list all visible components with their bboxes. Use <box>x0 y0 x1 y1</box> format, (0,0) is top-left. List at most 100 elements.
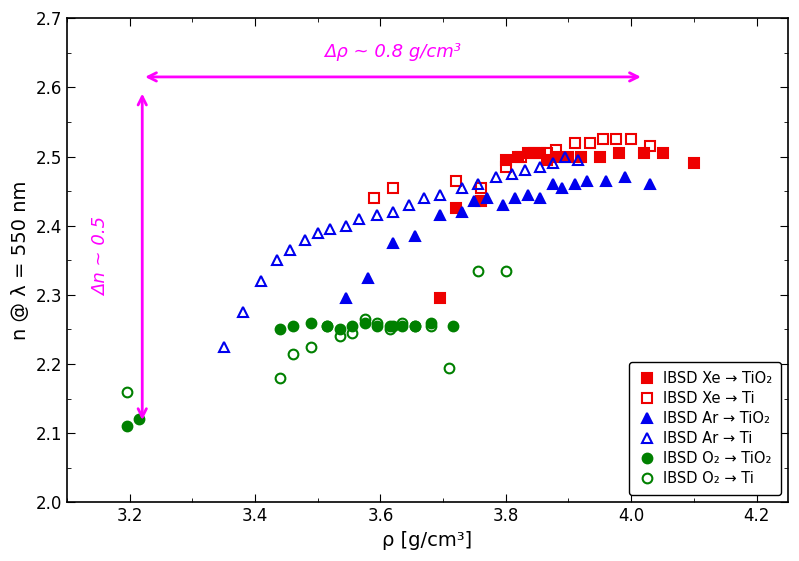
IBSD Xe → TiO₂ <box>689 160 698 167</box>
IBSD O₂ → Ti <box>307 343 316 350</box>
IBSD Xe → TiO₂ <box>451 205 460 211</box>
IBSD Xe → Ti <box>610 136 620 142</box>
IBSD Ar → Ti <box>325 226 335 232</box>
IBSD Xe → TiO₂ <box>435 295 445 302</box>
IBSD O₂ → Ti <box>385 326 395 333</box>
IBSD O₂ → Ti <box>360 316 370 323</box>
IBSD Xe → TiO₂ <box>614 150 623 157</box>
IBSD O₂ → Ti <box>288 350 297 357</box>
IBSD O₂ → TiO₂ <box>276 326 285 333</box>
IBSD O₂ → Ti <box>276 375 285 381</box>
IBSD O₂ → TiO₂ <box>288 323 297 329</box>
IBSD O₂ → Ti <box>473 267 483 274</box>
Text: Δn ~ 0.5: Δn ~ 0.5 <box>93 217 110 296</box>
IBSD Ar → TiO₂ <box>483 195 492 201</box>
Text: Δρ ~ 0.8 g/cm³: Δρ ~ 0.8 g/cm³ <box>324 43 462 61</box>
IBSD O₂ → Ti <box>348 329 357 336</box>
IBSD O₂ → Ti <box>121 388 131 395</box>
IBSD O₂ → TiO₂ <box>360 319 370 326</box>
IBSD Xe → TiO₂ <box>551 153 561 160</box>
IBSD Xe → Ti <box>542 150 551 157</box>
IBSD O₂ → TiO₂ <box>385 323 395 329</box>
IBSD Xe → Ti <box>570 139 579 146</box>
IBSD O₂ → Ti <box>398 319 407 326</box>
IBSD Ar → Ti <box>388 209 398 215</box>
IBSD Xe → TiO₂ <box>523 150 533 157</box>
IBSD Xe → Ti <box>645 142 654 149</box>
IBSD O₂ → Ti <box>322 323 332 329</box>
IBSD Xe → TiO₂ <box>564 153 574 160</box>
IBSD Ar → Ti <box>507 171 517 177</box>
IBSD O₂ → TiO₂ <box>348 323 357 329</box>
IBSD Ar → TiO₂ <box>511 195 520 201</box>
Line: IBSD O₂ → Ti: IBSD O₂ → Ti <box>121 266 511 397</box>
IBSD Ar → Ti <box>491 174 501 181</box>
IBSD O₂ → Ti <box>410 323 419 329</box>
IBSD O₂ → TiO₂ <box>335 326 344 333</box>
IBSD Ar → Ti <box>372 212 382 219</box>
IBSD Xe → TiO₂ <box>595 153 605 160</box>
IBSD Xe → Ti <box>388 184 398 191</box>
IBSD Ar → TiO₂ <box>535 195 545 201</box>
X-axis label: ρ [g/cm³]: ρ [g/cm³] <box>383 531 472 550</box>
IBSD Xe → TiO₂ <box>535 150 545 157</box>
IBSD Ar → TiO₂ <box>558 184 567 191</box>
IBSD Ar → Ti <box>284 246 294 253</box>
IBSD Ar → Ti <box>419 195 429 201</box>
IBSD Xe → Ti <box>451 177 460 184</box>
Line: IBSD O₂ → TiO₂: IBSD O₂ → TiO₂ <box>121 318 457 431</box>
IBSD Ar → TiO₂ <box>602 177 611 184</box>
Line: IBSD Ar → Ti: IBSD Ar → Ti <box>219 151 582 352</box>
IBSD Ar → Ti <box>548 160 558 167</box>
IBSD Xe → Ti <box>529 150 539 157</box>
IBSD Ar → Ti <box>435 191 445 198</box>
IBSD Ar → TiO₂ <box>620 174 630 181</box>
IBSD Ar → TiO₂ <box>470 198 479 205</box>
IBSD O₂ → TiO₂ <box>447 323 457 329</box>
IBSD Ar → Ti <box>341 222 351 229</box>
IBSD Ar → TiO₂ <box>582 177 592 184</box>
IBSD Ar → TiO₂ <box>341 295 351 302</box>
IBSD Ar → TiO₂ <box>498 201 507 208</box>
IBSD Xe → TiO₂ <box>476 198 486 205</box>
IBSD Ar → Ti <box>238 309 248 315</box>
IBSD Xe → TiO₂ <box>576 153 586 160</box>
IBSD Ar → Ti <box>272 257 282 264</box>
Line: IBSD Xe → TiO₂: IBSD Xe → TiO₂ <box>435 148 698 303</box>
IBSD Ar → Ti <box>354 215 364 222</box>
IBSD Ar → Ti <box>313 229 323 236</box>
IBSD Ar → Ti <box>300 236 310 243</box>
IBSD O₂ → TiO₂ <box>134 416 144 423</box>
IBSD Ar → TiO₂ <box>435 212 445 219</box>
IBSD Xe → TiO₂ <box>658 150 667 157</box>
IBSD Ar → TiO₂ <box>363 274 372 281</box>
IBSD Ar → TiO₂ <box>523 191 533 198</box>
IBSD Ar → Ti <box>561 153 570 160</box>
IBSD O₂ → TiO₂ <box>410 323 419 329</box>
IBSD Xe → Ti <box>476 184 486 191</box>
IBSD Ar → TiO₂ <box>645 181 654 187</box>
IBSD Ar → Ti <box>520 167 530 174</box>
IBSD O₂ → TiO₂ <box>388 323 398 329</box>
IBSD Ar → TiO₂ <box>570 181 579 187</box>
IBSD Xe → Ti <box>501 163 511 170</box>
IBSD Xe → Ti <box>369 195 379 201</box>
IBSD O₂ → Ti <box>444 364 454 371</box>
IBSD Ar → Ti <box>219 343 229 350</box>
IBSD O₂ → TiO₂ <box>426 319 435 326</box>
IBSD Ar → TiO₂ <box>410 233 419 240</box>
IBSD Ar → TiO₂ <box>548 181 558 187</box>
IBSD Ar → Ti <box>535 163 545 170</box>
IBSD O₂ → Ti <box>426 323 435 329</box>
IBSD Xe → Ti <box>626 136 636 142</box>
IBSD O₂ → Ti <box>335 333 344 340</box>
IBSD Xe → Ti <box>598 136 608 142</box>
IBSD Ar → Ti <box>403 201 413 208</box>
Line: IBSD Xe → Ti: IBSD Xe → Ti <box>369 134 655 203</box>
IBSD Ar → TiO₂ <box>457 209 467 215</box>
IBSD Ar → Ti <box>457 184 467 191</box>
IBSD Xe → Ti <box>517 153 527 160</box>
IBSD O₂ → TiO₂ <box>322 323 332 329</box>
IBSD Ar → TiO₂ <box>388 240 398 246</box>
IBSD Xe → TiO₂ <box>514 153 523 160</box>
